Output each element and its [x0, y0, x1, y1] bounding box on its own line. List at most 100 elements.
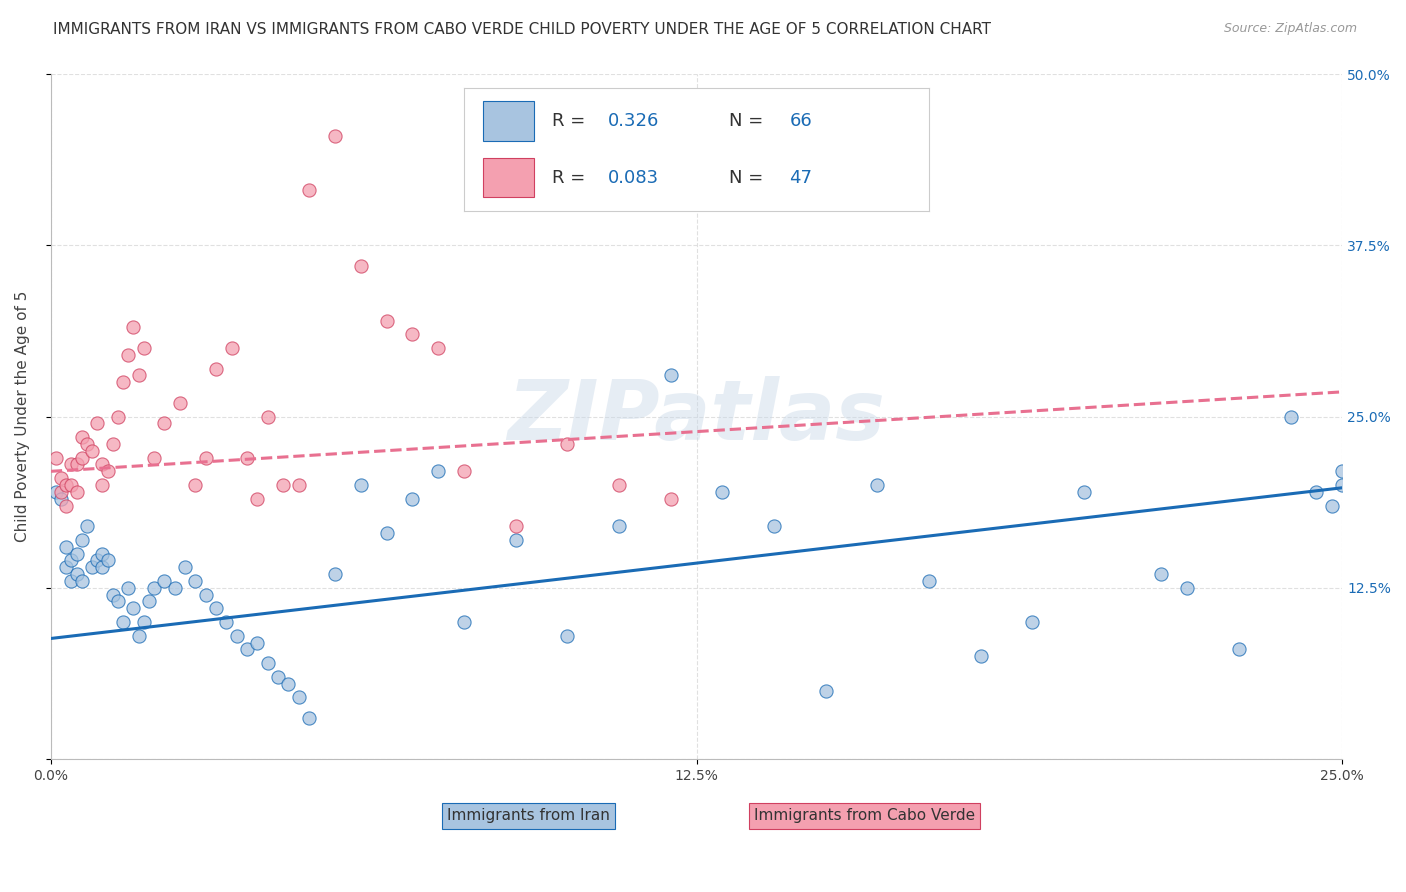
- Point: [101, 588, 124, 602]
- Point: [763, 519, 786, 533]
- Y-axis label: Child Poverty Under the Age of 5: Child Poverty Under the Age of 5: [15, 291, 30, 542]
- Text: Immigrants from Iran: Immigrants from Iran: [447, 808, 610, 823]
- Point: [60, 553, 83, 567]
- Point: [194, 450, 217, 465]
- Point: [256, 656, 278, 670]
- Point: [97, 553, 120, 567]
- Point: [143, 581, 166, 595]
- Point: [323, 128, 346, 143]
- Text: Immigrants from Cabo Verde: Immigrants from Cabo Verde: [754, 808, 974, 823]
- Point: [101, 437, 124, 451]
- Point: [153, 574, 176, 588]
- Point: [143, 450, 166, 465]
- Point: [350, 478, 373, 492]
- Point: [66, 484, 89, 499]
- Point: [1227, 642, 1250, 657]
- Point: [86, 553, 108, 567]
- Point: [659, 368, 682, 383]
- Point: [453, 464, 475, 478]
- Point: [117, 581, 139, 595]
- Point: [112, 615, 135, 629]
- Point: [91, 478, 114, 492]
- Point: [323, 567, 346, 582]
- Point: [51, 471, 73, 485]
- Point: [236, 642, 259, 657]
- Point: [225, 629, 247, 643]
- Point: [91, 560, 114, 574]
- Point: [45, 450, 67, 465]
- Point: [277, 676, 299, 690]
- Point: [107, 594, 129, 608]
- Point: [1021, 615, 1043, 629]
- Point: [66, 547, 89, 561]
- Point: [66, 458, 89, 472]
- Point: [246, 491, 269, 506]
- Point: [453, 615, 475, 629]
- Point: [174, 560, 197, 574]
- Point: [288, 690, 311, 705]
- Point: [153, 417, 176, 431]
- Point: [1331, 478, 1354, 492]
- Point: [1175, 581, 1198, 595]
- Point: [122, 601, 145, 615]
- Point: [132, 341, 155, 355]
- Point: [60, 458, 83, 472]
- Point: [70, 450, 93, 465]
- Point: [51, 484, 73, 499]
- Point: [117, 348, 139, 362]
- Point: [97, 464, 120, 478]
- Point: [1320, 499, 1343, 513]
- Text: Source: ZipAtlas.com: Source: ZipAtlas.com: [1223, 22, 1357, 36]
- Point: [1331, 464, 1354, 478]
- Point: [194, 588, 217, 602]
- Point: [55, 540, 77, 554]
- Point: [184, 574, 207, 588]
- Point: [205, 361, 228, 376]
- Point: [288, 478, 311, 492]
- Point: [267, 670, 290, 684]
- Point: [427, 464, 450, 478]
- Point: [55, 478, 77, 492]
- Point: [45, 484, 67, 499]
- Point: [401, 491, 423, 506]
- Point: [1150, 567, 1173, 582]
- Point: [607, 478, 630, 492]
- Point: [138, 594, 160, 608]
- Point: [51, 491, 73, 506]
- Point: [246, 635, 269, 649]
- Point: [122, 320, 145, 334]
- Text: ZIPatlas: ZIPatlas: [508, 376, 886, 457]
- Point: [236, 450, 259, 465]
- Point: [505, 519, 527, 533]
- Point: [169, 396, 191, 410]
- Point: [401, 327, 423, 342]
- Point: [298, 711, 321, 725]
- Point: [55, 499, 77, 513]
- Point: [70, 533, 93, 547]
- Point: [1073, 484, 1095, 499]
- Point: [55, 560, 77, 574]
- Point: [76, 519, 98, 533]
- Point: [132, 615, 155, 629]
- Point: [814, 683, 837, 698]
- Point: [91, 547, 114, 561]
- Point: [215, 615, 238, 629]
- Point: [82, 443, 104, 458]
- Point: [375, 313, 398, 327]
- Point: [91, 458, 114, 472]
- Point: [1305, 484, 1327, 499]
- Point: [557, 629, 579, 643]
- Point: [70, 430, 93, 444]
- Point: [659, 491, 682, 506]
- Point: [128, 629, 150, 643]
- Point: [86, 417, 108, 431]
- Point: [128, 368, 150, 383]
- Point: [298, 184, 321, 198]
- Point: [350, 259, 373, 273]
- Point: [1279, 409, 1302, 424]
- Point: [66, 567, 89, 582]
- Point: [60, 478, 83, 492]
- Text: IMMIGRANTS FROM IRAN VS IMMIGRANTS FROM CABO VERDE CHILD POVERTY UNDER THE AGE O: IMMIGRANTS FROM IRAN VS IMMIGRANTS FROM …: [53, 22, 991, 37]
- Point: [205, 601, 228, 615]
- Point: [271, 478, 294, 492]
